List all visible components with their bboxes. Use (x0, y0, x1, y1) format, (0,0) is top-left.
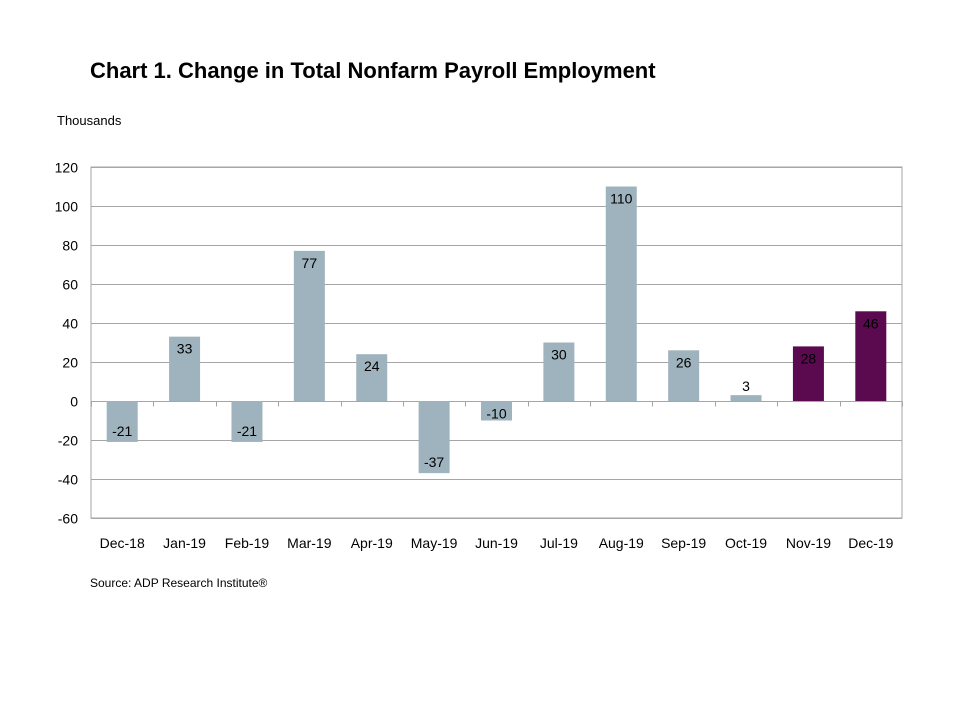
y-tick-label: 40 (62, 316, 78, 332)
data-label: 33 (177, 341, 193, 357)
chart-title: Chart 1. Change in Total Nonfarm Payroll… (90, 58, 656, 83)
data-label: 3 (742, 378, 750, 394)
bar-jun-19 (481, 401, 512, 421)
bar-nov-19 (792, 346, 824, 401)
data-label: -10 (486, 406, 506, 422)
chart-gridlines (90, 166, 903, 519)
bar-dec-19 (855, 311, 887, 401)
data-label: 110 (610, 191, 633, 207)
data-label: -21 (112, 423, 132, 439)
data-label: 30 (551, 347, 567, 363)
y-tick-label: 20 (62, 355, 78, 371)
bar-feb-19 (231, 401, 263, 442)
x-tick-label: Dec-19 (848, 535, 893, 551)
x-tick-label: Mar-19 (287, 535, 332, 551)
data-label: 46 (863, 315, 879, 331)
data-label: -37 (424, 454, 444, 470)
y-tick-label: 120 (55, 160, 79, 176)
x-tick-label: Jun-19 (475, 535, 518, 551)
data-label: 26 (676, 354, 692, 370)
x-tick-label: Feb-19 (225, 535, 270, 551)
x-tick-label: Jan-19 (163, 535, 206, 551)
y-tick-label: 0 (70, 394, 78, 410)
y-tick-label: -60 (58, 511, 78, 527)
x-tick-label: Sep-19 (661, 535, 706, 551)
bar-dec-18 (106, 401, 138, 442)
x-tick-label: Jul-19 (540, 535, 578, 551)
data-label: 28 (801, 350, 817, 366)
chart-bars (106, 186, 887, 474)
bar-aug-19 (605, 186, 637, 401)
data-label: -21 (237, 423, 257, 439)
x-tick-label: Dec-18 (100, 535, 145, 551)
bar-may-19 (418, 401, 450, 474)
bar-sep-19 (668, 350, 700, 401)
x-tick-label: Apr-19 (351, 535, 393, 551)
y-tick-label: -20 (58, 433, 78, 449)
data-label: 24 (364, 358, 380, 374)
x-tick-label: Nov-19 (786, 535, 831, 551)
bar-apr-19 (356, 354, 388, 401)
plot-area-border (90, 166, 903, 519)
x-axis-tick-labels: Dec-18 Jan-19 Feb-19 Mar-19 Apr-19 May-19 Jun-… (100, 535, 894, 551)
source-note: Source: ADP Research Institute® (90, 576, 268, 590)
bar-chart: 120 100 80 60 40 20 0 -20 -40 -60 -21 33 -21 77 24 -37… (55, 160, 903, 551)
bar-oct-19 (730, 395, 762, 401)
y-axis-units-label: Thousands (57, 113, 122, 128)
bar-mar-19 (293, 250, 325, 401)
bar-jul-19 (543, 342, 575, 401)
y-tick-label: -40 (58, 472, 78, 488)
x-tick-label: May-19 (411, 535, 458, 551)
x-tick-label: Aug-19 (599, 535, 644, 551)
y-axis-tick-labels: 120 100 80 60 40 20 0 -20 -40 -60 (55, 160, 79, 527)
data-label: 77 (302, 255, 318, 271)
chart-data-labels: -21 33 -21 77 24 -37 -10 30 110 26 3 28 46 (112, 191, 879, 471)
bar-jan-19 (169, 336, 201, 401)
y-tick-label: 100 (55, 199, 79, 215)
x-tick-label: Oct-19 (725, 535, 767, 551)
y-tick-label: 80 (62, 238, 78, 254)
y-tick-label: 60 (62, 277, 78, 293)
